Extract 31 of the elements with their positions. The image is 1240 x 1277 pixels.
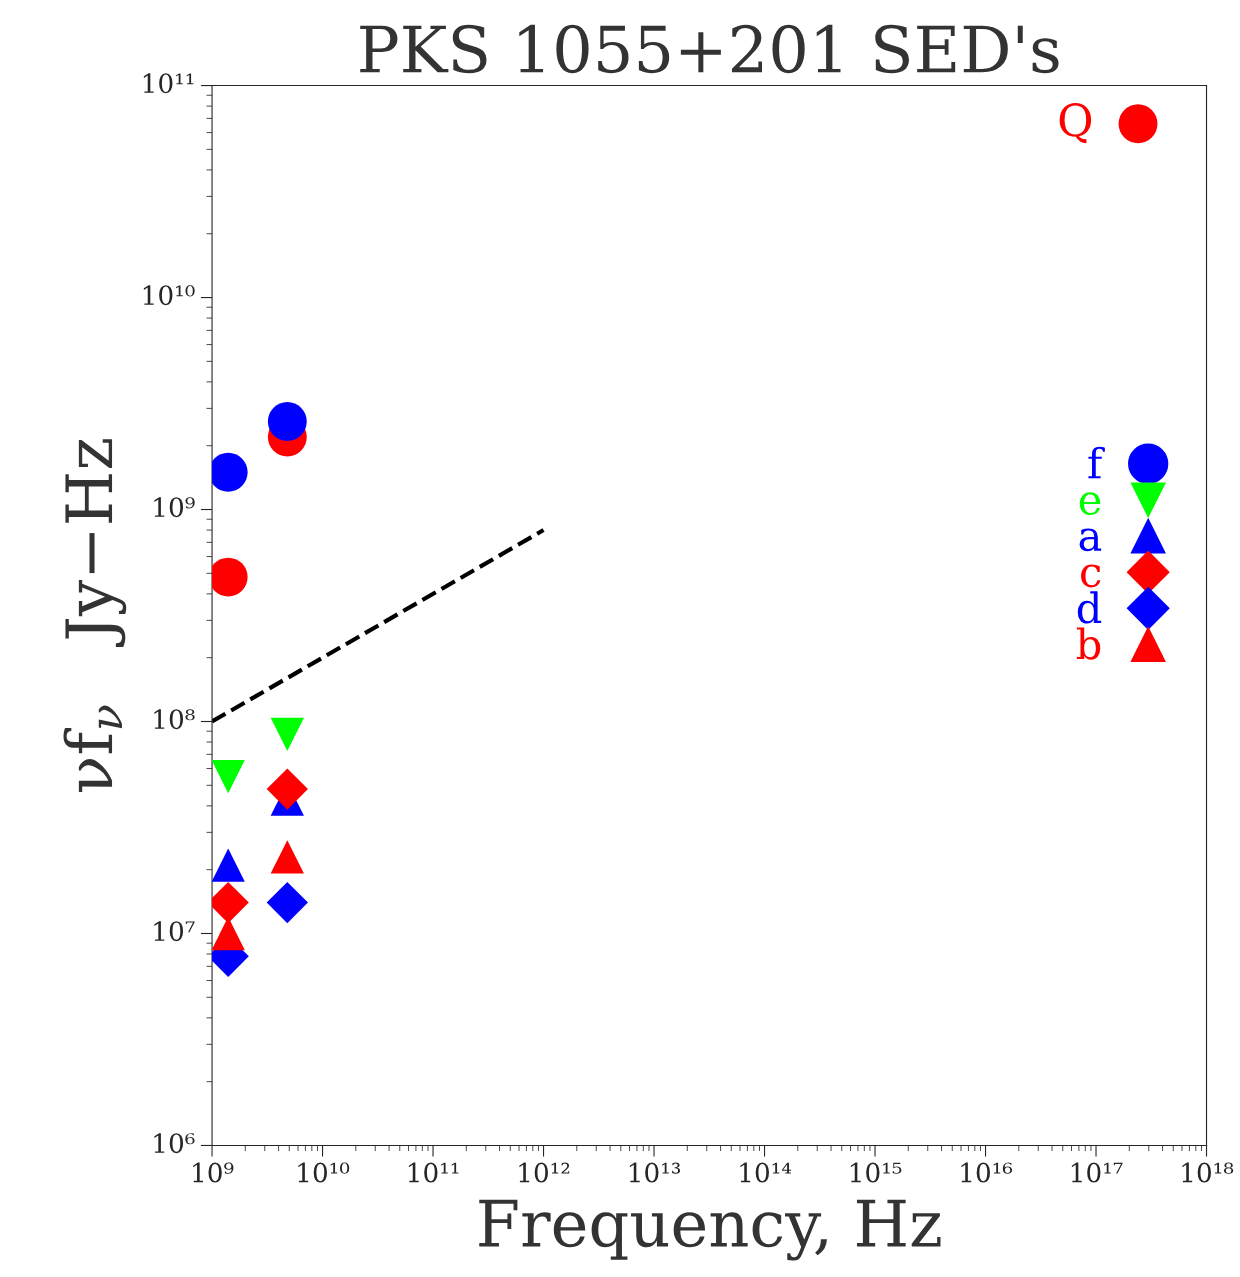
y-tick-label: 10⁷ <box>154 921 195 942</box>
x-tick-label: 10¹² <box>519 1162 570 1183</box>
x-tick-label: 10¹⁸ <box>1182 1162 1234 1183</box>
y-tick-label: 10⁸ <box>154 709 195 730</box>
y-tick-label: 10¹⁰ <box>143 285 195 306</box>
x-tick-label: 10¹⁶ <box>961 1162 1013 1183</box>
x-tick-label: 10¹¹ <box>408 1162 459 1183</box>
point <box>212 848 245 882</box>
annotation: Q <box>1059 103 1092 144</box>
point <box>212 759 245 794</box>
x-axis-title: Frequency, Hz <box>479 1199 941 1261</box>
legend-label: e <box>1079 492 1101 516</box>
text: νf$_{ν}$ Jy−Hz <box>63 439 127 793</box>
legend-label: d <box>1077 591 1102 624</box>
legend-label: a <box>1079 528 1102 552</box>
chart-title: PKS 1055+201 SED's <box>360 24 1059 74</box>
x-tick-label: 10¹⁵ <box>850 1162 902 1183</box>
y-tick-label: 10¹¹ <box>143 73 194 94</box>
y-tick-label: 10⁹ <box>154 497 195 518</box>
point <box>270 717 304 751</box>
point <box>270 840 304 874</box>
legend-label: c <box>1081 564 1101 588</box>
legend-label: b <box>1076 627 1101 660</box>
x-tick-label: 10⁹ <box>193 1162 234 1183</box>
y-tick-label: 10⁶ <box>154 1133 195 1154</box>
x-tick-label: 10¹³ <box>629 1162 681 1183</box>
x-tick-label: 10¹⁰ <box>298 1162 350 1183</box>
x-tick-label: 10¹⁴ <box>740 1162 792 1183</box>
legend-label: f <box>1088 446 1105 479</box>
point <box>267 402 307 441</box>
x-tick-label: 10¹⁷ <box>1071 1162 1123 1183</box>
